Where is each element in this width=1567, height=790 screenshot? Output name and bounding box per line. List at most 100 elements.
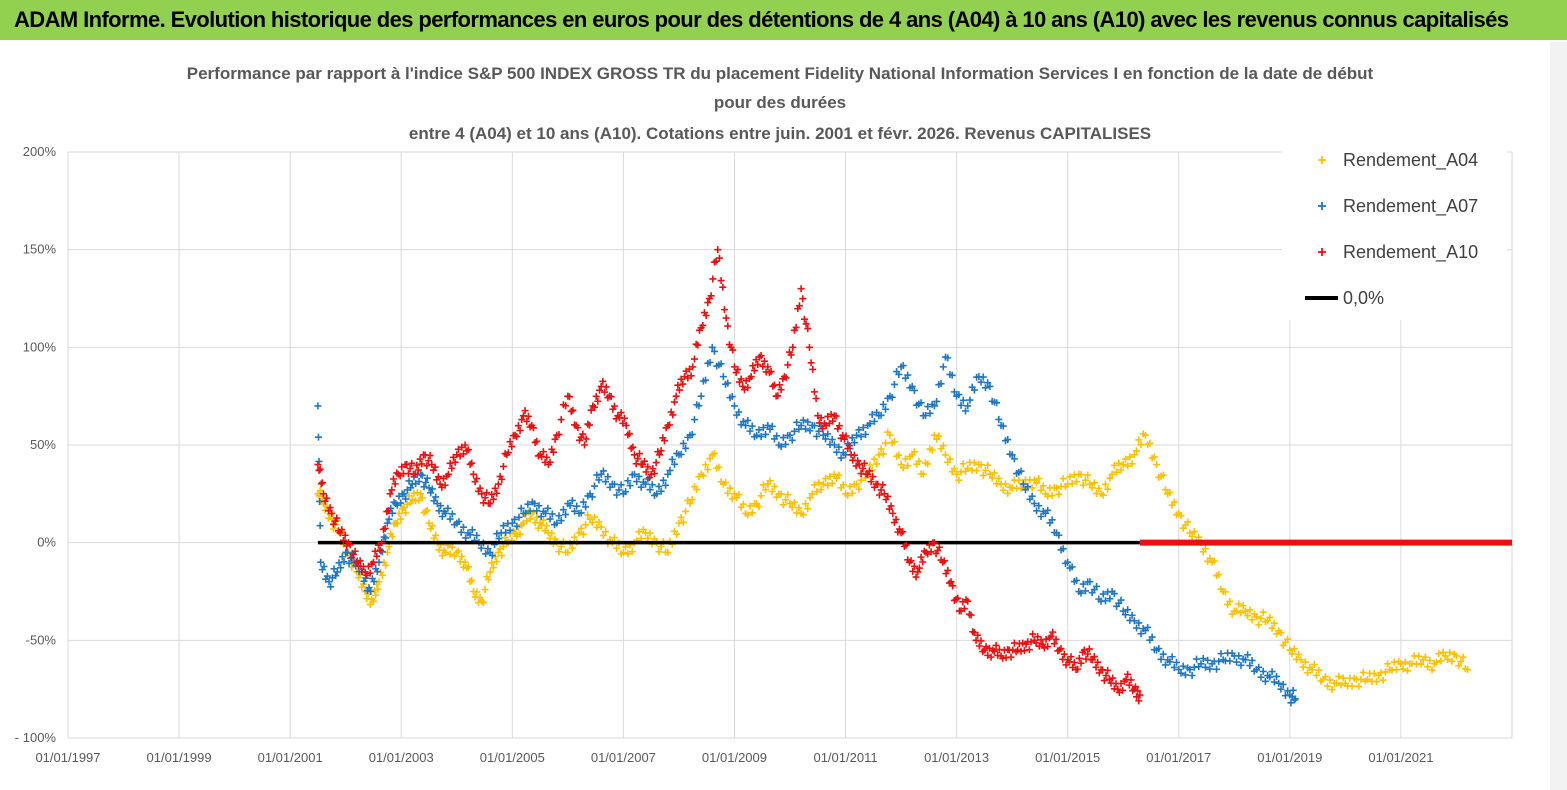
data-point: [750, 367, 758, 375]
data-point: [571, 507, 579, 515]
data-point: [493, 489, 501, 497]
data-point: [1184, 518, 1192, 526]
data-point: [1119, 461, 1127, 469]
data-point: [417, 490, 425, 498]
data-point: [664, 470, 672, 478]
data-point: [662, 481, 670, 489]
data-point: [848, 489, 856, 497]
data-point: [799, 511, 807, 519]
series: [314, 246, 1512, 707]
data-point: [1441, 652, 1449, 660]
data-point: [615, 486, 623, 494]
data-point: [482, 550, 490, 558]
data-point: [555, 430, 563, 438]
data-point: [924, 403, 932, 411]
data-point: [1437, 657, 1445, 665]
data-point: [1324, 682, 1332, 690]
data-point: [508, 443, 516, 451]
data-point: [1121, 455, 1129, 463]
data-point: [403, 500, 411, 508]
data-point: [749, 362, 757, 370]
data-point: [1067, 653, 1075, 661]
data-point: [442, 509, 450, 517]
x-tick-label: 01/01/2003: [369, 750, 434, 765]
data-point: [640, 457, 648, 465]
data-point: [571, 533, 579, 541]
data-point: [1050, 640, 1058, 648]
data-point: [451, 458, 459, 466]
data-point: [1126, 453, 1134, 461]
data-point: [1040, 644, 1048, 652]
data-point: [659, 476, 667, 484]
legend-label: Rendement_A07: [1343, 196, 1478, 217]
data-point: [702, 311, 710, 319]
data-point: [515, 513, 523, 521]
data-point: [1177, 669, 1185, 677]
data-point: [393, 520, 401, 528]
data-point: [484, 545, 492, 553]
data-point: [728, 495, 736, 503]
data-point: [1019, 480, 1027, 488]
data-point: [407, 484, 415, 492]
data-point: [722, 479, 730, 487]
data-point: [1068, 563, 1076, 571]
data-point: [595, 476, 603, 484]
data-point: [914, 568, 922, 576]
data-point: [832, 412, 840, 420]
data-point: [766, 477, 774, 485]
data-point: [516, 427, 524, 435]
data-point: [466, 531, 474, 539]
data-point: [950, 388, 958, 396]
data-point: [1357, 675, 1365, 683]
data-point: [314, 402, 322, 410]
data-point: [428, 485, 436, 493]
data-point: [722, 314, 730, 322]
data-point: [933, 397, 941, 405]
data-point: [1291, 695, 1299, 703]
performance-chart: Performance par rapport à l'indice S&P 5…: [0, 42, 1567, 790]
data-point: [488, 490, 496, 498]
data-point: [889, 509, 897, 517]
data-point: [338, 526, 346, 534]
data-point: [857, 476, 865, 484]
data-point: [902, 455, 910, 463]
data-point: [588, 493, 596, 501]
data-point: [648, 481, 656, 489]
data-point: [491, 484, 499, 492]
data-point: [1308, 666, 1316, 674]
data-point: [1119, 607, 1127, 615]
data-point: [706, 455, 714, 463]
legend-label: Rendement_A04: [1343, 150, 1478, 171]
data-point: [486, 500, 494, 508]
data-point: [1321, 673, 1329, 681]
data-point: [1088, 484, 1096, 492]
data-point: [599, 377, 607, 385]
data-point: [935, 432, 943, 440]
data-point: [862, 430, 870, 438]
data-point: [680, 373, 688, 381]
data-point: [792, 323, 800, 331]
data-point: [1090, 653, 1098, 661]
data-point: [1215, 571, 1223, 579]
data-point: [1068, 480, 1076, 488]
data-point: [1226, 657, 1234, 665]
data-point: [613, 544, 621, 552]
data-point: [468, 576, 476, 584]
data-point: [389, 475, 397, 483]
data-point: [1110, 590, 1118, 598]
data-point: [1131, 683, 1139, 691]
data-point: [1047, 632, 1055, 640]
data-point: [715, 463, 723, 471]
data-point: [1077, 589, 1085, 597]
series-Rendement_A07: [314, 343, 1299, 707]
data-point: [1101, 597, 1109, 605]
data-point: [695, 402, 703, 410]
data-point: [624, 550, 632, 558]
data-point: [757, 352, 765, 360]
data-point: [424, 457, 432, 465]
data-point: [333, 568, 341, 576]
data-point: [1266, 673, 1274, 681]
data-point: [904, 371, 912, 379]
data-point: [367, 588, 375, 595]
data-point: [737, 375, 745, 383]
